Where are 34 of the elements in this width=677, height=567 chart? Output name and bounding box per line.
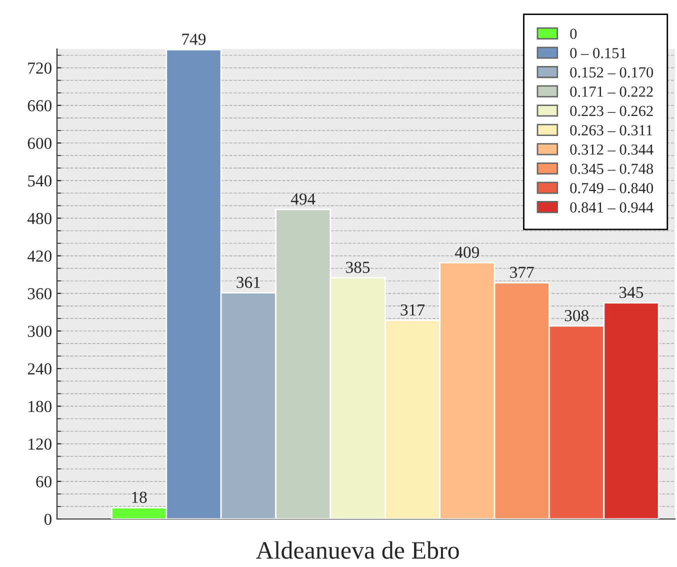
legend-label: 0.263 – 0.311 [570, 125, 652, 136]
y-tick-label: 180 [28, 400, 52, 412]
y-tick-label: 300 [28, 326, 52, 337]
data-label: 377 [510, 266, 534, 278]
y-tick-label: 540 [28, 175, 52, 187]
data-label: 409 [455, 246, 479, 258]
data-label: 361 [236, 276, 260, 288]
legend-label: 0.223 – 0.262 [570, 106, 653, 116]
legend-label: 0.345 – 0.748 [570, 164, 654, 174]
y-tick-label: 240 [28, 363, 52, 375]
y-tick-label: 420 [27, 250, 52, 262]
y-tick-label: 480 [27, 212, 52, 224]
y-tick-label: 60 [36, 476, 52, 488]
data-label: 317 [400, 304, 425, 316]
data-label: 308 [564, 310, 588, 322]
data-label: 385 [346, 262, 370, 273]
data-label: 345 [620, 286, 644, 298]
legend-label: 0 – 0.151 [570, 48, 626, 58]
x-tick-label: Aldeanueva de Ebro [256, 541, 459, 559]
legend-label: 0.171 – 0.222 [570, 86, 653, 97]
y-tick-label: 360 [28, 288, 52, 300]
legend-label: 0.749 – 0.840 [570, 182, 654, 194]
y-tick-label: 720 [28, 62, 52, 74]
legend-label: 0.312 – 0.344 [570, 144, 654, 155]
y-tick-label: 660 [28, 100, 52, 112]
data-label: 749 [182, 34, 206, 45]
data-label: 18 [132, 492, 147, 503]
legend-label: 0.841 – 0.944 [570, 202, 654, 213]
y-tick-label: 120 [28, 438, 52, 450]
legend-label: 0.152 – 0.170 [570, 67, 654, 78]
legend-label: 0 [570, 28, 577, 39]
y-tick-label: 0 [44, 514, 52, 525]
y-tick-label: 600 [28, 138, 52, 149]
data-label: 494 [290, 193, 316, 205]
